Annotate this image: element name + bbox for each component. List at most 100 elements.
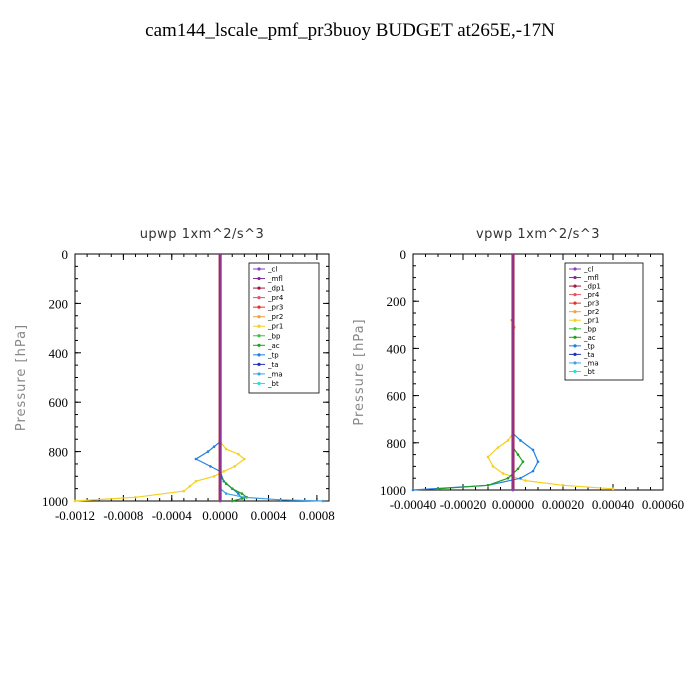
legend-label: _bp [267, 332, 281, 340]
series-ac-point [230, 487, 234, 490]
series-pr1-point [233, 465, 236, 468]
legend-label: _ta [583, 351, 595, 359]
legend-marker [257, 343, 261, 347]
series-tp-point [531, 469, 535, 473]
legend-label: _ma [583, 359, 599, 367]
legend-label: _dp1 [267, 285, 285, 293]
series-tp-point [411, 488, 415, 492]
legend-marker [573, 335, 577, 339]
x-tick-label: -0.00040 [390, 497, 437, 512]
legend-marker [257, 276, 261, 281]
y-tick-label: 400 [49, 346, 69, 361]
series-tp-point [236, 492, 240, 495]
x-tick-label: 0.00060 [642, 497, 684, 512]
legend-label: _pr4 [267, 294, 284, 302]
legend-marker [573, 369, 577, 374]
legend-label: _bt [583, 368, 595, 376]
legend-marker [257, 267, 261, 271]
x-tick-label: -0.0012 [55, 508, 95, 523]
legend-label: _tp [583, 342, 595, 350]
legend-marker [257, 362, 261, 366]
series-tp-point [209, 465, 212, 468]
legend-marker [573, 361, 577, 365]
series-tp-point [536, 460, 540, 463]
legend-label: _bt [267, 380, 279, 388]
legend-marker [573, 310, 577, 314]
series-pr1-point [194, 479, 198, 483]
series-pr1-point [222, 470, 226, 473]
legend-label: _pr1 [267, 323, 283, 331]
x-tick-label: 0.0008 [299, 508, 335, 523]
legend-label: _ac [583, 334, 596, 342]
y-tick-label: 600 [387, 389, 407, 404]
y-tick-label: 0 [400, 247, 407, 262]
series-ma-point [279, 498, 282, 502]
x-tick-label: 0.00020 [542, 497, 584, 512]
legend-marker [573, 293, 577, 297]
legend-label: _cl [267, 266, 277, 274]
legend-label: _ta [267, 361, 279, 369]
legend-marker [257, 286, 261, 290]
series-pr1-point [224, 447, 228, 451]
y-tick-label: 600 [49, 395, 69, 410]
y-tick-label: 200 [49, 296, 69, 311]
legend-marker [257, 372, 261, 376]
legend-marker [573, 344, 577, 348]
series-pr1-point [491, 465, 495, 468]
x-tick-label: 0.00040 [592, 497, 634, 512]
x-tick-label: 0.0000 [202, 508, 238, 523]
series-ac-point [240, 492, 244, 495]
page-title: cam144_lscale_pmf_pr3buoy BUDGET at265E,… [145, 20, 555, 41]
series-ma-point [224, 492, 228, 495]
series-pr1-point [524, 479, 527, 482]
series-ac-point [230, 499, 234, 503]
series-cl-point [511, 488, 515, 492]
legend-marker [573, 327, 577, 331]
legend-marker [257, 353, 261, 357]
legend-marker [573, 301, 577, 305]
legend-marker [257, 381, 261, 386]
plot-2: vpwp 1xm^2/s^3 Pressure [hPa] 0 200 400 600 80… [352, 227, 684, 512]
y-axis-label: Pressure [hPa] [14, 324, 29, 431]
legend-marker [573, 352, 577, 356]
series-ac-point [224, 482, 228, 486]
series-pr1-point [501, 472, 505, 475]
series-ac-point [521, 460, 525, 463]
legend-marker [573, 267, 577, 271]
legend-label: _cl [583, 266, 593, 274]
series-ac-point [516, 467, 520, 471]
legend-label: _pr2 [267, 313, 283, 321]
series-ac-point [436, 487, 440, 491]
legend-marker [257, 305, 261, 309]
legend-label: _pr2 [583, 308, 599, 316]
y-tick-label: 1000 [380, 483, 406, 498]
series-pr1-point [73, 499, 77, 503]
series-pr1-point [236, 452, 240, 456]
series-pr1-point [611, 487, 615, 491]
plot-title: upwp 1xm^2/s^3 [140, 227, 265, 242]
series-tp-point [206, 450, 210, 453]
legend-label: _tp [267, 351, 279, 359]
x-tick-label: -0.00020 [440, 497, 487, 512]
series-ma-point [321, 499, 325, 503]
series-pr1-point [561, 483, 565, 487]
x-tick-label: 0.00000 [492, 497, 534, 512]
x-tick-label: -0.0008 [103, 508, 143, 523]
legend-label: _mfl [583, 274, 599, 282]
legend-label: _ac [267, 342, 280, 350]
y-tick-label: 0 [62, 247, 69, 262]
legend-marker [573, 275, 577, 280]
y-tick-label: 800 [387, 436, 407, 451]
series-ac-point [486, 483, 490, 487]
series-tp-point [212, 445, 216, 448]
series-pr1-point [182, 489, 186, 493]
series-tp-point [519, 439, 522, 442]
y-tick-label: 200 [387, 294, 407, 309]
series-ac-point [516, 453, 520, 456]
series-ma-point [243, 495, 246, 499]
y-tick-label: 800 [49, 445, 69, 460]
series-cl-point [218, 499, 222, 503]
x-tick-label: -0.0004 [152, 508, 193, 523]
y-tick-label: 400 [387, 341, 407, 356]
